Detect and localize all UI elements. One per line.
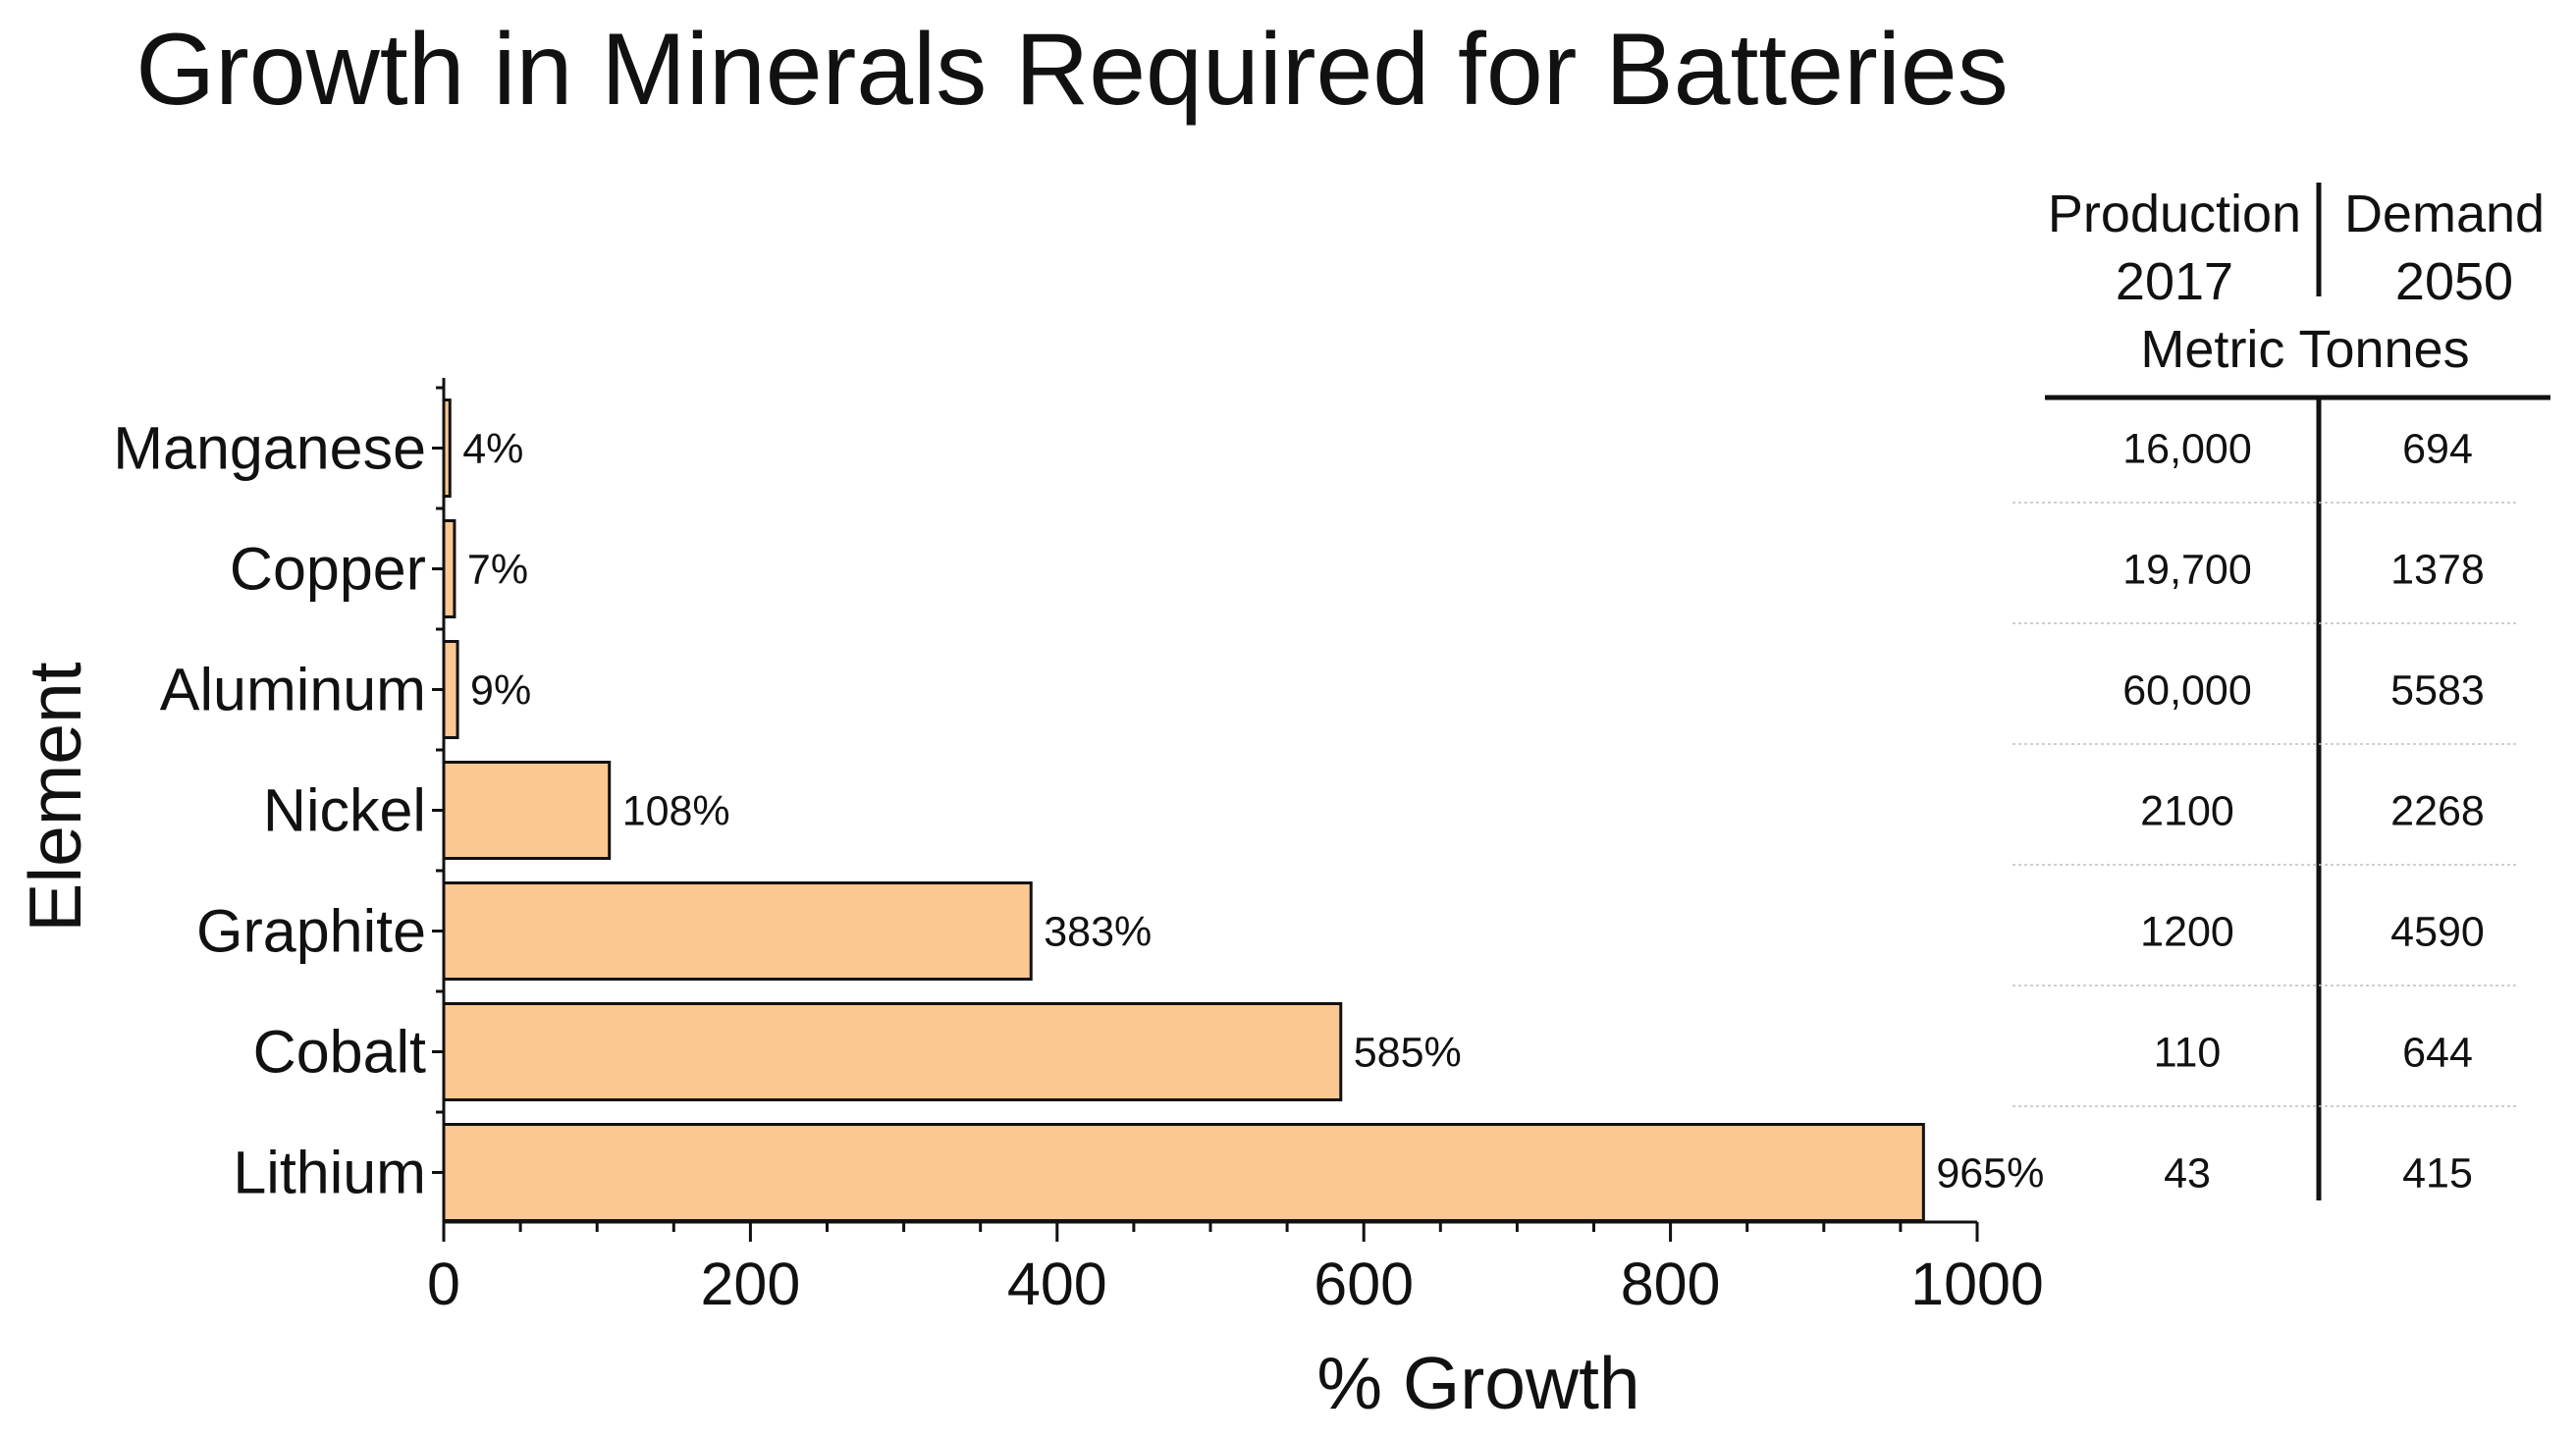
- table-production-year: 2017: [2116, 252, 2233, 311]
- data-table: Production 2017 Demand 2050 Metric Tonne…: [2012, 183, 2550, 1200]
- bar-cobalt: [442, 1002, 1343, 1101]
- x-tick-label-0: 0: [427, 1251, 460, 1317]
- category-labels: Manganese Copper Aluminum Nickel Graphite Cob…: [113, 415, 426, 1206]
- demand-value-lithium: 415: [2402, 1150, 2473, 1198]
- category-label-cobalt: Cobalt: [253, 1019, 426, 1086]
- y-axis-title: Element: [14, 662, 96, 932]
- x-tick-label-600: 600: [1314, 1251, 1414, 1317]
- table-units: Metric Tonnes: [2140, 320, 2469, 379]
- bar-copper: [442, 519, 456, 618]
- data-label-lithium: 965%: [1936, 1150, 2044, 1198]
- category-label-manganese: Manganese: [113, 415, 426, 482]
- table-demand-year: 2050: [2395, 252, 2513, 311]
- category-label-nickel: Nickel: [263, 777, 426, 844]
- demand-value-copper: 1378: [2390, 547, 2485, 594]
- table-demand-header: Demand: [2344, 185, 2545, 243]
- data-label-cobalt: 585%: [1354, 1030, 1462, 1077]
- category-label-graphite: Graphite: [196, 898, 426, 965]
- bar-lithium: [442, 1123, 1925, 1222]
- bar-graphite: [442, 881, 1033, 981]
- data-label-manganese: 4%: [462, 426, 523, 473]
- data-label-aluminum: 9%: [470, 667, 531, 715]
- demand-value-aluminum: 5583: [2390, 667, 2485, 715]
- x-tick-label-800: 800: [1621, 1251, 1721, 1317]
- demand-value-cobalt: 644: [2402, 1030, 2473, 1077]
- x-tick-label-400: 400: [1007, 1251, 1107, 1317]
- bar-nickel: [442, 761, 612, 860]
- demand-value-graphite: 4590: [2390, 909, 2485, 956]
- production-value-copper: 19,700: [2122, 547, 2252, 594]
- table-rows: 16,000 694 19,700 1378 60,000 5583 2100 2268 120…: [2012, 426, 2518, 1198]
- bars-layer: 4% 7% 9% 108% 383% 585% 965%: [442, 399, 2044, 1222]
- demand-value-manganese: 694: [2402, 426, 2473, 473]
- production-value-cobalt: 110: [2154, 1030, 2222, 1077]
- production-value-nickel: 2100: [2140, 788, 2234, 835]
- production-value-manganese: 16,000: [2122, 426, 2252, 473]
- category-label-lithium: Lithium: [233, 1140, 426, 1206]
- data-label-graphite: 383%: [1044, 909, 1152, 956]
- category-label-copper: Copper: [230, 536, 426, 603]
- x-axis-title: % Growth: [1316, 1342, 1639, 1424]
- bar-aluminum: [442, 640, 459, 739]
- chart-title: Growth in Minerals Required for Batterie…: [135, 13, 2008, 127]
- x-tick-label-1000: 1000: [1910, 1251, 2044, 1317]
- x-axis: 0 200 400 600 800 1000: [427, 378, 2044, 1317]
- production-value-lithium: 43: [2164, 1150, 2211, 1198]
- production-value-graphite: 1200: [2140, 909, 2234, 956]
- data-label-copper: 7%: [467, 547, 528, 594]
- data-label-nickel: 108%: [622, 788, 730, 835]
- table-production-header: Production: [2048, 185, 2301, 243]
- x-tick-label-200: 200: [701, 1251, 801, 1317]
- production-value-aluminum: 60,000: [2122, 667, 2252, 715]
- demand-value-nickel: 2268: [2390, 788, 2485, 835]
- category-label-aluminum: Aluminum: [160, 657, 426, 723]
